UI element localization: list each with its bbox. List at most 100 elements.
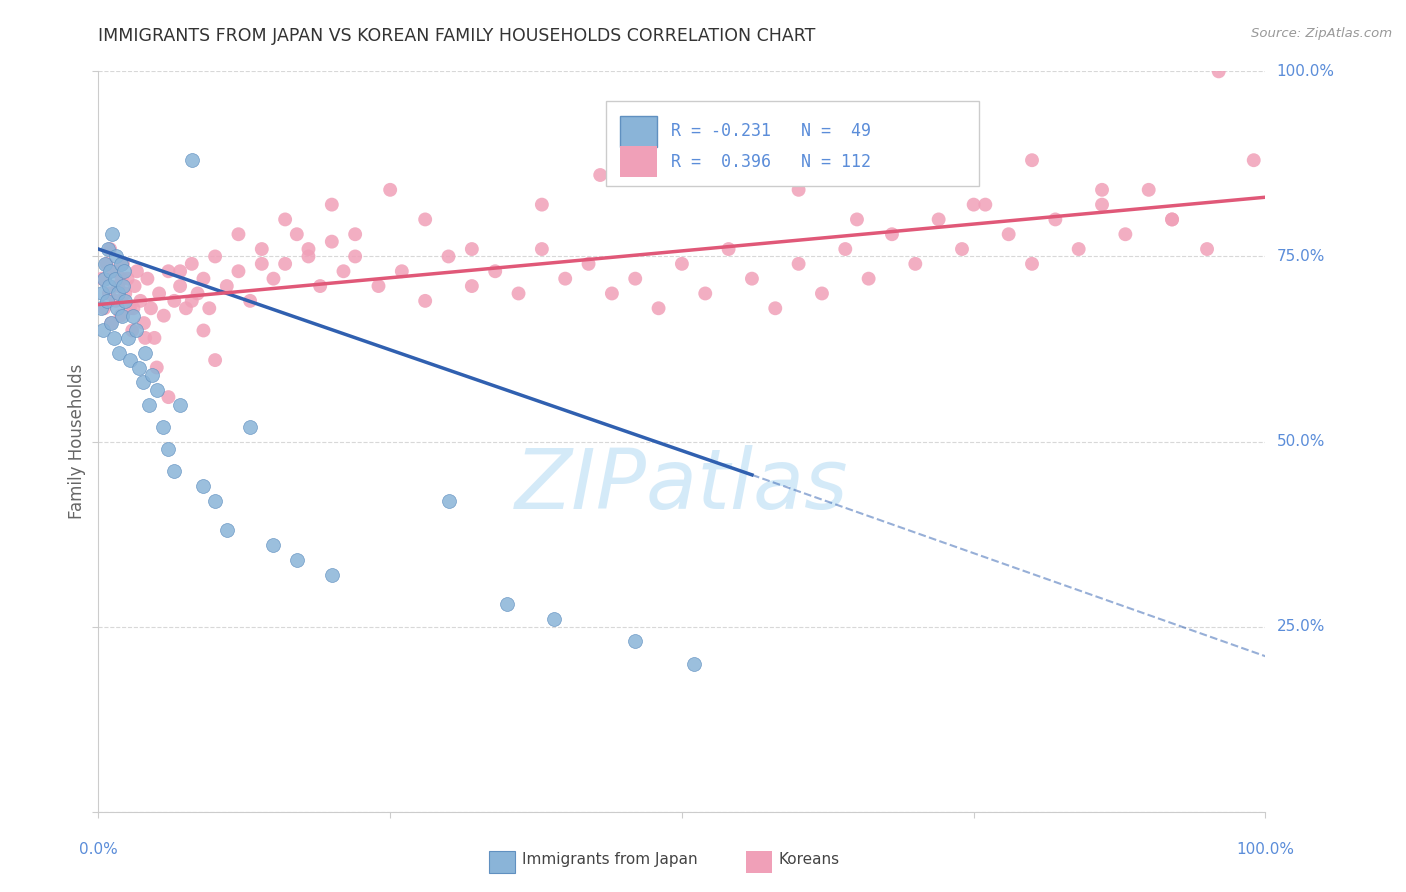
- Point: [682, 657, 704, 671]
- Text: Koreans: Koreans: [779, 853, 839, 867]
- Point: [136, 271, 159, 285]
- Point: [578, 257, 600, 271]
- Point: [297, 250, 319, 264]
- Point: [880, 227, 903, 242]
- Point: [108, 345, 131, 359]
- Point: [811, 286, 834, 301]
- Point: [157, 442, 180, 456]
- Point: [117, 331, 139, 345]
- Point: [90, 301, 112, 316]
- Point: [846, 212, 869, 227]
- Point: [250, 242, 273, 256]
- Point: [391, 264, 413, 278]
- Point: [204, 493, 226, 508]
- Point: [174, 301, 197, 316]
- Text: 50.0%: 50.0%: [1277, 434, 1324, 449]
- Point: [100, 316, 122, 330]
- Point: [114, 286, 136, 301]
- Point: [94, 257, 117, 271]
- Point: [169, 264, 191, 278]
- Point: [180, 153, 202, 168]
- Point: [589, 168, 612, 182]
- Point: [96, 257, 118, 271]
- Point: [114, 293, 136, 308]
- Point: [554, 271, 576, 285]
- Text: 0.0%: 0.0%: [79, 842, 118, 857]
- Point: [124, 279, 146, 293]
- Point: [98, 242, 121, 256]
- Point: [1195, 242, 1218, 256]
- Point: [262, 538, 284, 552]
- Point: [530, 197, 553, 211]
- Point: [344, 250, 367, 264]
- Text: IMMIGRANTS FROM JAPAN VS KOREAN FAMILY HOUSEHOLDS CORRELATION CHART: IMMIGRANTS FROM JAPAN VS KOREAN FAMILY H…: [98, 27, 815, 45]
- Point: [1091, 197, 1114, 211]
- Point: [274, 212, 297, 227]
- Point: [134, 345, 156, 359]
- Point: [111, 257, 134, 271]
- Point: [97, 242, 120, 256]
- Point: [90, 286, 112, 301]
- Point: [180, 257, 202, 271]
- Point: [461, 242, 484, 256]
- Point: [484, 264, 506, 278]
- Point: [332, 264, 354, 278]
- FancyBboxPatch shape: [620, 116, 658, 147]
- Point: [285, 553, 308, 567]
- Point: [647, 123, 669, 137]
- Point: [163, 464, 186, 478]
- Point: [132, 316, 155, 330]
- Point: [228, 264, 250, 278]
- Point: [437, 493, 460, 508]
- Point: [763, 301, 786, 316]
- Point: [695, 286, 717, 301]
- Point: [180, 293, 202, 308]
- Point: [146, 383, 169, 397]
- Point: [129, 293, 152, 308]
- Point: [97, 279, 120, 293]
- Point: [834, 242, 856, 256]
- Point: [904, 257, 927, 271]
- Point: [104, 250, 127, 264]
- Point: [1137, 183, 1160, 197]
- Point: [198, 301, 221, 316]
- Point: [157, 264, 180, 278]
- Point: [274, 257, 297, 271]
- Point: [110, 309, 132, 323]
- Point: [321, 197, 343, 211]
- Point: [107, 286, 129, 301]
- Point: [128, 360, 150, 375]
- Point: [1208, 64, 1230, 78]
- Point: [741, 271, 763, 285]
- Point: [624, 271, 647, 285]
- Point: [543, 612, 565, 626]
- Point: [104, 293, 127, 308]
- Point: [93, 301, 115, 316]
- Point: [98, 264, 121, 278]
- Point: [121, 324, 143, 338]
- Point: [997, 227, 1019, 242]
- Y-axis label: Family Households: Family Households: [67, 364, 86, 519]
- Text: 25.0%: 25.0%: [1277, 619, 1324, 634]
- Point: [125, 324, 148, 338]
- Point: [110, 257, 132, 271]
- Point: [962, 197, 984, 211]
- Point: [496, 598, 519, 612]
- Point: [125, 264, 148, 278]
- Point: [858, 271, 880, 285]
- Point: [228, 227, 250, 242]
- Point: [193, 324, 215, 338]
- Text: 100.0%: 100.0%: [1277, 64, 1334, 78]
- Point: [717, 242, 740, 256]
- Point: [111, 309, 134, 323]
- FancyBboxPatch shape: [489, 851, 515, 873]
- Point: [204, 250, 226, 264]
- FancyBboxPatch shape: [747, 851, 772, 873]
- Point: [239, 419, 262, 434]
- Point: [787, 257, 810, 271]
- Point: [215, 524, 238, 538]
- Text: 100.0%: 100.0%: [1236, 842, 1295, 857]
- Point: [169, 398, 191, 412]
- Point: [624, 634, 647, 648]
- FancyBboxPatch shape: [620, 146, 658, 178]
